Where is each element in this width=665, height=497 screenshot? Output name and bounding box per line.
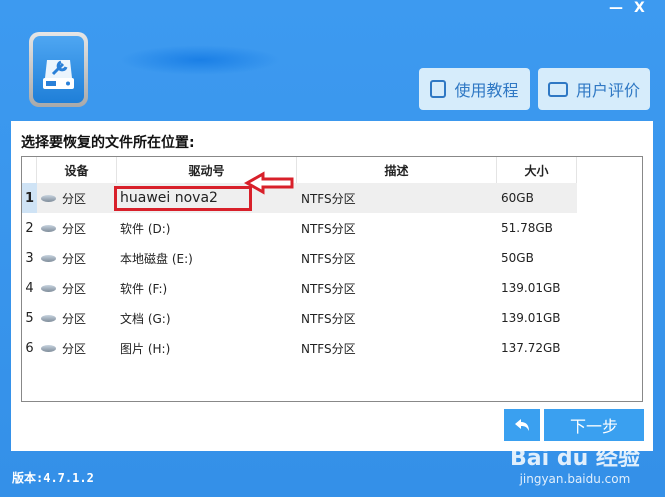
watermark-brand: Bai du 经验 [510, 446, 640, 471]
row-number: 5 [25, 310, 34, 326]
device-text: 分区 [62, 311, 87, 326]
highlight-box [114, 186, 252, 211]
panel-title: 选择要恢复的文件所在位置: [21, 135, 195, 151]
size-cell: 137.72GB [501, 341, 561, 355]
device-cell: 分区 [41, 243, 86, 273]
red-arrow-icon [244, 171, 294, 195]
table-row[interactable]: 1 分区 huawei nova2 NTFS分区 60GB [22, 183, 577, 213]
header-num [22, 157, 37, 183]
device-text: 分区 [62, 341, 87, 356]
row-number: 2 [25, 220, 34, 236]
device-cell: 分区 [41, 183, 86, 213]
version-label: 版本:4.7.1.2 [12, 471, 94, 485]
device-text: 分区 [62, 221, 87, 236]
disk-icon [41, 344, 56, 352]
size-cell: 139.01GB [501, 311, 561, 325]
device-cell: 分区 [41, 213, 86, 243]
table-row[interactable]: 3 分区 本地磁盘 (E:) NTFS分区 50GB [22, 243, 577, 273]
size-cell: 60GB [501, 191, 534, 205]
minimize-button[interactable]: — [609, 0, 623, 16]
comment-icon [547, 81, 568, 97]
drive-cell: 图片 (H:) [120, 341, 171, 356]
watermark: Bai du 经验 jingyan.baidu.com [510, 440, 640, 486]
drive-cell: 软件 (F:) [120, 281, 168, 296]
row-number: 4 [25, 280, 34, 296]
drive-wrench-icon [43, 60, 74, 89]
drive-cell: 文档 (G:) [120, 311, 171, 326]
device-cell: 分区 [41, 333, 86, 363]
device-text: 分区 [62, 191, 87, 206]
disk-icon [41, 254, 56, 262]
back-arrow-icon [515, 419, 529, 431]
drive-table: 设备 驱动号 描述 大小 1 分区 huawei nova2 NTFS分区 60… [21, 156, 643, 402]
device-text: 分区 [62, 251, 87, 266]
tutorial-button[interactable]: 使用教程 [419, 68, 530, 110]
size-cell: 51.78GB [501, 221, 553, 235]
device-cell: 分区 [41, 273, 86, 303]
desc-cell: NTFS分区 [301, 281, 356, 296]
desc-cell: NTFS分区 [301, 251, 356, 266]
drive-cell: 软件 (D:) [120, 221, 171, 236]
desc-cell: NTFS分区 [301, 311, 356, 326]
device-text: 分区 [62, 281, 87, 296]
header-desc[interactable]: 描述 [297, 157, 497, 183]
review-label: 用户评价 [575, 81, 640, 100]
table-row[interactable]: 4 分区 软件 (F:) NTFS分区 139.01GB [22, 273, 577, 303]
row-number: 1 [22, 183, 37, 213]
disk-icon [41, 224, 56, 232]
drive-cell: 本地磁盘 (E:) [120, 251, 193, 266]
desc-cell: NTFS分区 [301, 221, 356, 236]
row-number: 3 [25, 250, 34, 266]
review-button[interactable]: 用户评价 [538, 68, 650, 110]
desc-cell: NTFS分区 [301, 341, 356, 356]
app-logo [29, 32, 88, 107]
desc-cell: NTFS分区 [301, 191, 356, 206]
size-cell: 50GB [501, 251, 534, 265]
header-size[interactable]: 大小 [497, 157, 577, 183]
header-device[interactable]: 设备 [37, 157, 117, 183]
drive-cell: huawei nova2 [120, 190, 218, 206]
table-row[interactable]: 2 分区 软件 (D:) NTFS分区 51.78GB [22, 213, 577, 243]
watermark-url: jingyan.baidu.com [519, 472, 631, 486]
disk-icon [41, 194, 56, 202]
device-cell: 分区 [41, 303, 86, 333]
size-cell: 139.01GB [501, 281, 561, 295]
disk-icon [41, 284, 56, 292]
table-row[interactable]: 5 分区 文档 (G:) NTFS分区 139.01GB [22, 303, 577, 333]
back-button[interactable] [504, 409, 540, 441]
row-number: 6 [25, 340, 34, 356]
disk-icon [41, 314, 56, 322]
close-button[interactable]: X [634, 0, 645, 16]
tutorial-label: 使用教程 [454, 81, 519, 100]
main-panel: 选择要恢复的文件所在位置: 设备 驱动号 描述 大小 1 分区 huawei n… [11, 121, 653, 451]
title-glow [120, 45, 280, 75]
next-button[interactable]: 下一步 [544, 409, 644, 441]
document-icon [430, 80, 447, 98]
table-row[interactable]: 6 分区 图片 (H:) NTFS分区 137.72GB [22, 333, 577, 363]
